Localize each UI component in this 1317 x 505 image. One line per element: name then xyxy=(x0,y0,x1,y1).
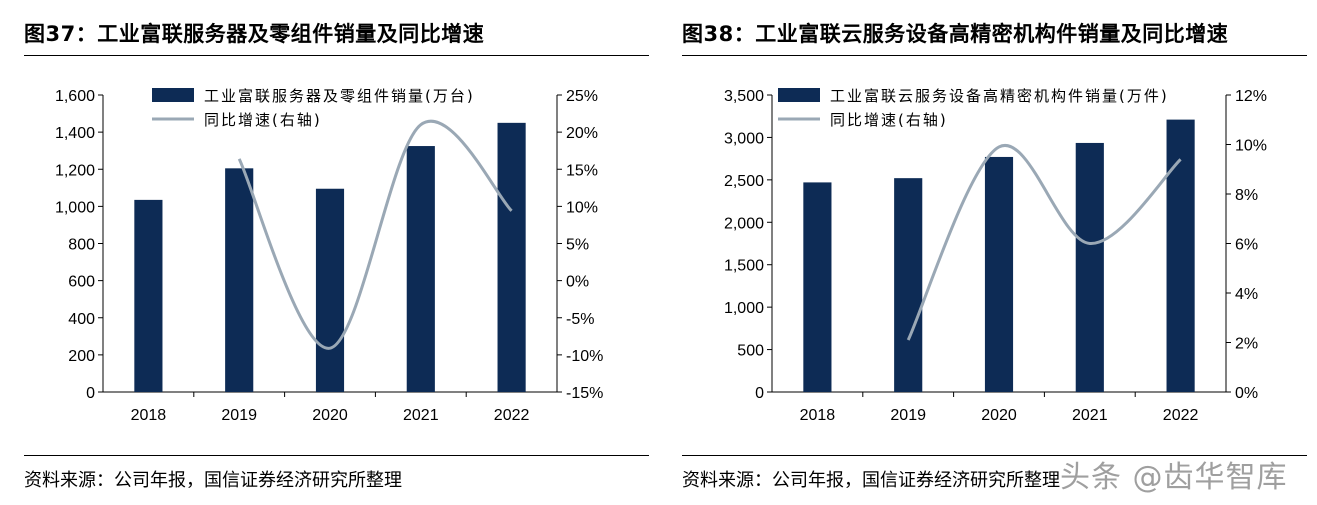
title-rule xyxy=(24,55,649,56)
source-note: 资料来源：公司年报，国信证券经济研究所整理 xyxy=(682,470,1060,491)
left-tick-label: 1,600 xyxy=(55,88,95,105)
left-tick-label: 400 xyxy=(68,311,95,328)
right-tick-label: 5% xyxy=(566,237,589,254)
left-tick-label: 2,000 xyxy=(724,215,764,232)
x-tick-label: 2019 xyxy=(890,407,926,424)
legend-bar-label: 工业富联云服务设备高精密机构件销量(万件) xyxy=(830,87,1169,105)
left-tick-label: 1,200 xyxy=(55,162,95,179)
growth-line xyxy=(237,119,513,350)
left-tick-label: 600 xyxy=(68,274,95,291)
right-tick-label: 0% xyxy=(1235,385,1258,402)
chart-right: 3,500 3,000 2,500 2,000 1,500 1,000 500 0 12% 10%… xyxy=(724,87,1267,424)
left-tick-label: 1,400 xyxy=(55,125,95,142)
source-note: 资料来源：公司年报，国信证券经济研究所整理 xyxy=(24,470,402,491)
legend-bar-swatch xyxy=(152,88,194,102)
right-tick-label: 25% xyxy=(566,88,598,105)
watermark: 头条 @齿华智库 xyxy=(1060,460,1288,495)
bar xyxy=(315,188,345,392)
x-tick-label: 2018 xyxy=(131,407,167,424)
right-tick-label: -5% xyxy=(566,311,594,328)
bar xyxy=(803,182,832,392)
x-tick-label: 2020 xyxy=(312,407,348,424)
left-tick-label: 1,500 xyxy=(724,258,764,275)
right-tick-label: 4% xyxy=(1235,286,1258,303)
left-tick-label: 3,500 xyxy=(724,88,764,105)
bar xyxy=(134,199,163,392)
legend-bar-label: 工业富联服务器及零组件销量(万台) xyxy=(204,87,475,105)
title-rule xyxy=(682,55,1307,56)
right-tick-label: 8% xyxy=(1235,187,1258,204)
chart-panel-left: 图37：工业富联服务器及零组件销量及同比增速 1,600 1,400 1,200 1,… xyxy=(0,0,655,505)
right-tick-label: 20% xyxy=(566,125,598,142)
growth-line xyxy=(906,143,1182,341)
left-tick-label: 3,000 xyxy=(724,130,764,147)
x-tick-label: 2018 xyxy=(800,407,836,424)
right-tick-label: 0% xyxy=(566,274,589,291)
bar xyxy=(1075,142,1104,392)
chart-title: 图37：工业富联服务器及零组件销量及同比增速 xyxy=(24,22,485,46)
left-tick-label: 0 xyxy=(755,385,764,402)
chart-left: 1,600 1,400 1,200 1,000 800 600 400 200 0 25% 20% 1… xyxy=(55,87,603,424)
bar xyxy=(406,146,435,392)
left-tick-label: 2,500 xyxy=(724,173,764,190)
bar xyxy=(225,168,254,392)
left-tick-label: 200 xyxy=(68,348,95,365)
bar xyxy=(497,122,526,392)
x-tick-label: 2022 xyxy=(494,407,530,424)
x-tick-label: 2019 xyxy=(221,407,257,424)
left-tick-label: 0 xyxy=(86,385,95,402)
left-tick-label: 1,000 xyxy=(55,199,95,216)
right-tick-label: 2% xyxy=(1235,336,1258,353)
x-tick-label: 2021 xyxy=(403,407,439,424)
right-tick-label: 10% xyxy=(566,199,598,216)
source-rule xyxy=(24,455,649,456)
x-tick-label: 2021 xyxy=(1072,407,1108,424)
right-tick-label: 10% xyxy=(1235,138,1267,155)
right-tick-label: 15% xyxy=(566,162,598,179)
right-tick-label: -15% xyxy=(566,385,603,402)
right-tick-label: 6% xyxy=(1235,237,1258,254)
x-tick-label: 2020 xyxy=(981,407,1017,424)
bar xyxy=(1166,119,1195,392)
left-tick-label: 1,000 xyxy=(724,300,764,317)
x-tick-label: 2022 xyxy=(1163,407,1199,424)
legend-bar-swatch xyxy=(778,88,820,102)
legend-line-label: 同比增速(右轴) xyxy=(830,111,948,129)
source-rule xyxy=(682,455,1307,456)
right-tick-label: 12% xyxy=(1235,88,1267,105)
chart-title: 图38：工业富联云服务设备高精密机构件销量及同比增速 xyxy=(682,22,1229,46)
bar xyxy=(984,156,1014,392)
left-tick-label: 800 xyxy=(68,237,95,254)
left-tick-label: 500 xyxy=(737,343,764,360)
legend-line-label: 同比增速(右轴) xyxy=(204,111,322,129)
chart-panel-right: 图38：工业富联云服务设备高精密机构件销量及同比增速 3,500 3,000 2,5… xyxy=(670,0,1317,505)
right-tick-label: -10% xyxy=(566,348,603,365)
bar xyxy=(894,178,923,392)
